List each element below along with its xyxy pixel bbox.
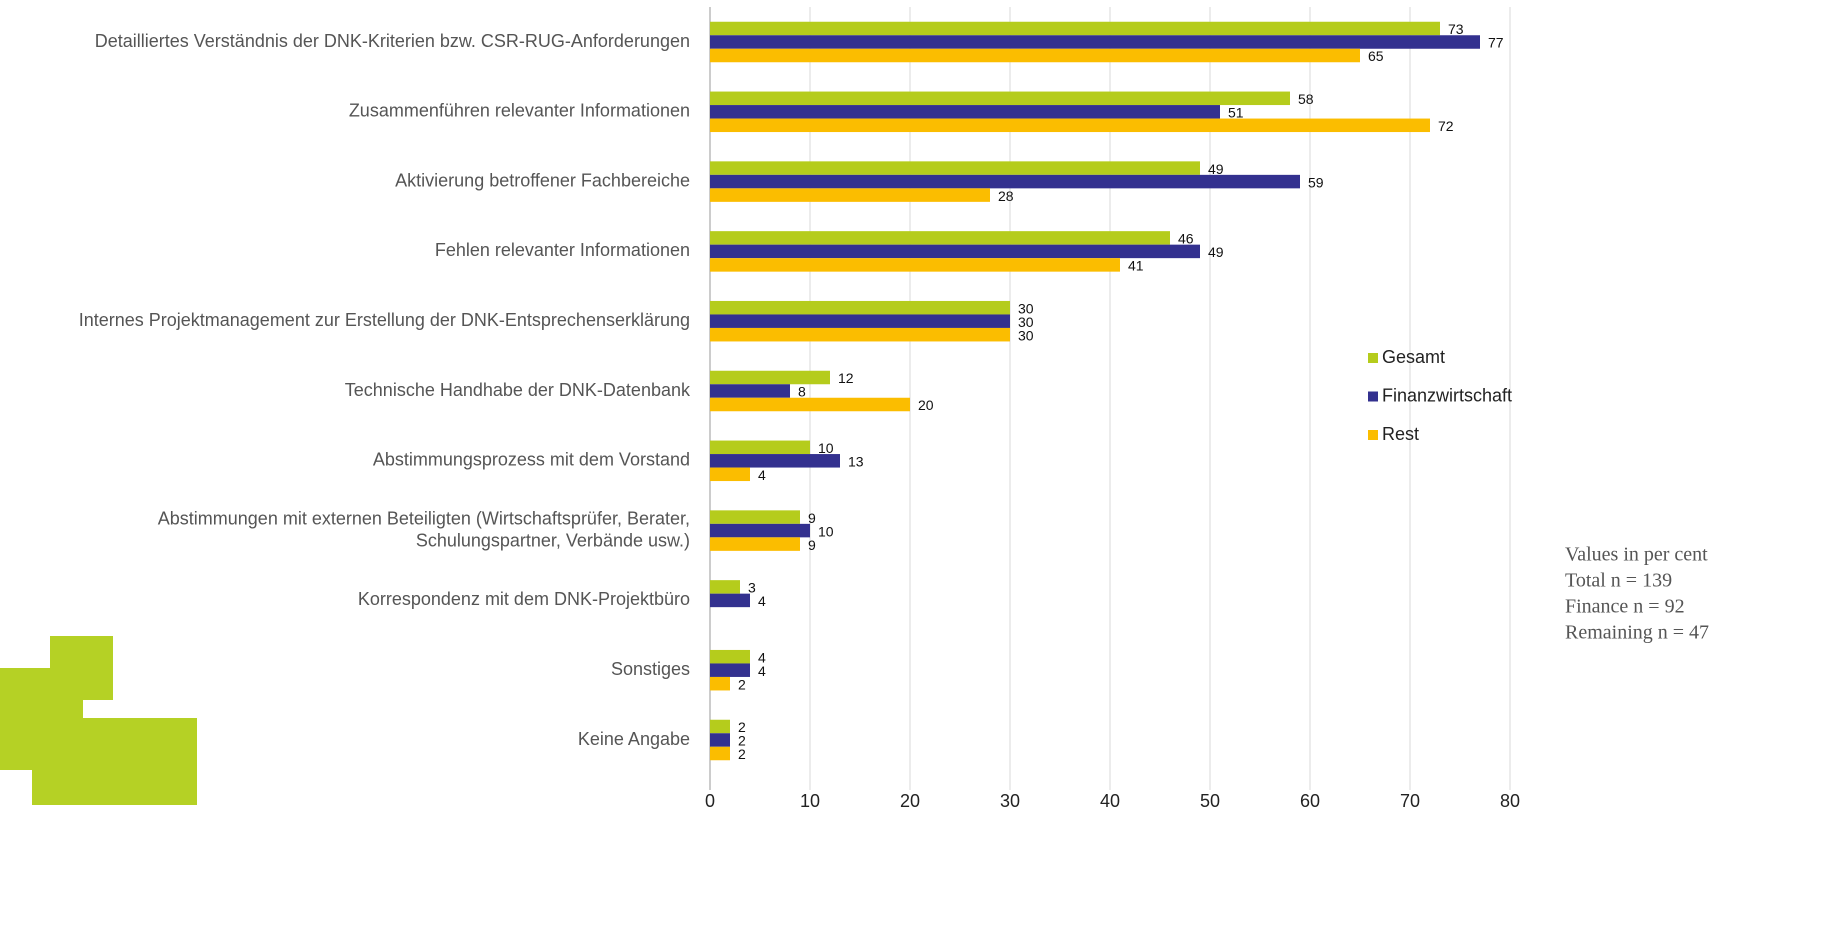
bar — [710, 258, 1120, 272]
bar — [710, 231, 1170, 245]
value-label: 41 — [1128, 258, 1144, 274]
value-label: 30 — [1018, 314, 1034, 330]
x-tick-label: 20 — [900, 791, 920, 811]
legend-swatch — [1368, 391, 1378, 402]
category-label: Abstimmungsprozess mit dem Vorstand — [373, 450, 690, 470]
value-label: 3 — [748, 580, 756, 596]
bar — [710, 719, 730, 734]
x-tick-label: 10 — [800, 791, 820, 811]
value-label: 9 — [808, 510, 816, 526]
legend-swatch — [1368, 353, 1378, 363]
bar — [710, 48, 1360, 63]
value-label: 30 — [1018, 327, 1034, 343]
legend-label: Gesamt — [1382, 347, 1445, 367]
bar — [710, 537, 800, 551]
x-tick-label: 60 — [1300, 791, 1320, 811]
legend-swatch — [1368, 430, 1378, 440]
value-label: 46 — [1178, 231, 1194, 247]
value-label: 4 — [758, 593, 766, 609]
bar — [710, 454, 840, 468]
value-label: 2 — [738, 733, 746, 749]
x-tick-label: 50 — [1200, 791, 1220, 811]
category-label: Zusammenführen relevanter Informationen — [349, 101, 690, 121]
bar — [710, 327, 1010, 342]
value-label: 28 — [998, 188, 1014, 204]
category-label: Keine Angabe — [578, 729, 690, 749]
value-label: 13 — [848, 454, 864, 470]
category-label: Fehlen relevanter Informationen — [435, 240, 690, 260]
logo-shape — [0, 636, 197, 805]
bar — [710, 676, 730, 691]
bar — [710, 161, 1200, 175]
value-label: 12 — [838, 370, 854, 386]
category-label: Detailliertes Verständnis der DNK-Kriter… — [95, 31, 690, 51]
category-label: Internes Projektmanagement zur Erstellun… — [79, 310, 690, 330]
bar — [710, 174, 1300, 189]
value-label: 20 — [918, 397, 934, 413]
bar — [710, 440, 810, 455]
value-label: 72 — [1438, 118, 1454, 134]
bar — [710, 188, 990, 202]
category-label: Abstimmungen mit externen Beteiligten (W… — [158, 508, 690, 550]
bar — [710, 35, 1480, 49]
bar — [710, 397, 910, 412]
bar — [710, 91, 1290, 106]
value-label: 10 — [818, 440, 834, 456]
value-label: 65 — [1368, 48, 1384, 64]
value-label: 10 — [818, 523, 834, 539]
bar — [710, 384, 790, 398]
bar — [710, 510, 800, 524]
value-label: 77 — [1488, 35, 1504, 51]
x-tick-label: 40 — [1100, 791, 1120, 811]
value-label: 4 — [758, 467, 766, 483]
annotation: Finance n = 92 — [1565, 596, 1685, 618]
value-label: 49 — [1208, 244, 1224, 260]
value-label: 73 — [1448, 21, 1464, 37]
legend-label: Finanzwirtschaft — [1382, 385, 1512, 405]
annotation: Values in per cent — [1565, 544, 1708, 566]
bar — [710, 733, 730, 747]
bar — [710, 118, 1430, 133]
bar — [710, 580, 740, 594]
x-tick-label: 70 — [1400, 791, 1420, 811]
bar — [710, 21, 1440, 36]
x-tick-label: 30 — [1000, 791, 1020, 811]
bar — [710, 649, 750, 664]
value-label: 49 — [1208, 161, 1224, 177]
bar — [710, 523, 810, 538]
annotation: Remaining n = 47 — [1565, 622, 1709, 644]
category-label: Technische Handhabe der DNK-Datenbank — [345, 380, 691, 400]
bar — [710, 467, 750, 482]
annotation: Total n = 139 — [1565, 570, 1672, 592]
value-label: 4 — [758, 649, 766, 665]
value-label: 30 — [1018, 300, 1034, 316]
value-label: 4 — [758, 663, 766, 679]
bar — [710, 300, 1010, 315]
x-tick-label: 0 — [705, 791, 715, 811]
value-label: 51 — [1228, 105, 1244, 121]
bar — [710, 746, 730, 761]
value-label: 58 — [1298, 91, 1314, 107]
value-label: 9 — [808, 537, 816, 553]
bar — [710, 593, 750, 608]
value-label: 59 — [1308, 174, 1324, 190]
bar — [710, 370, 830, 385]
bar — [710, 663, 750, 677]
x-tick-label: 80 — [1500, 791, 1520, 811]
value-label: 2 — [738, 719, 746, 735]
bar — [710, 244, 1200, 259]
category-label: Sonstiges — [611, 659, 690, 679]
category-label: Korrespondenz mit dem DNK-Projektbüro — [358, 589, 690, 609]
legend-label: Rest — [1382, 424, 1419, 444]
category-label: Aktivierung betroffener Fachbereiche — [395, 170, 690, 190]
bar — [710, 105, 1220, 119]
value-label: 2 — [738, 746, 746, 762]
value-label: 2 — [738, 676, 746, 692]
value-label: 8 — [798, 384, 806, 400]
bar — [710, 314, 1010, 328]
